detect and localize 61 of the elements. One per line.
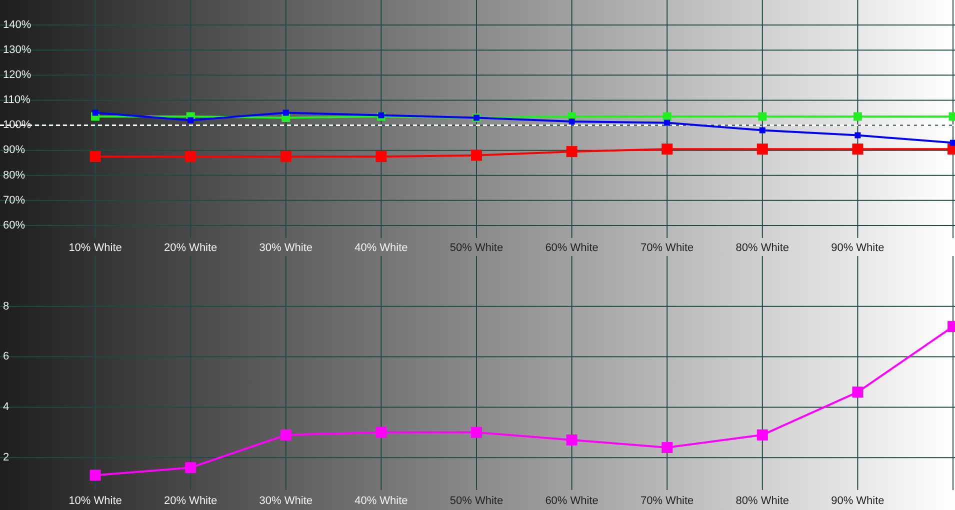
y-tick-label: 6 <box>3 350 10 363</box>
point <box>471 150 482 161</box>
point <box>188 117 194 124</box>
point <box>376 426 387 438</box>
x-tick-label: 50% White <box>450 495 504 507</box>
point <box>92 110 98 116</box>
x-tick-label: 70% White <box>640 495 694 507</box>
y-tick-label: 90% <box>3 144 26 156</box>
point <box>662 442 673 454</box>
y-tick-label: 8 <box>3 300 10 312</box>
x-tick-label: 20% White <box>164 495 218 507</box>
y-tick-label: 140% <box>3 18 32 31</box>
point <box>566 146 578 158</box>
point <box>280 429 292 440</box>
point <box>90 470 101 481</box>
point <box>664 120 670 126</box>
point <box>376 151 387 162</box>
point <box>950 140 955 146</box>
point <box>758 112 767 121</box>
x-tick-label: 30% White <box>259 495 312 507</box>
y-tick-label: 100% <box>3 119 32 132</box>
x-tick-label: 60% White <box>545 495 598 507</box>
point <box>471 426 482 438</box>
point <box>756 429 768 440</box>
y-tick-label: 70% <box>3 194 26 206</box>
point <box>90 151 101 162</box>
x-tick-label: 40% White <box>354 495 408 507</box>
point <box>756 144 768 155</box>
point <box>662 112 672 121</box>
y-tick-label: 4 <box>3 401 10 414</box>
x-tick-label: 30% White <box>259 242 312 254</box>
point <box>185 151 196 162</box>
point <box>852 386 864 398</box>
y-tick-label: 80% <box>3 169 26 182</box>
point <box>854 132 861 138</box>
x-tick-label: 80% White <box>736 242 789 254</box>
point <box>282 110 289 116</box>
x-tick-label: 10% White <box>68 495 122 507</box>
y-tick-label: 60% <box>3 219 26 232</box>
x-tick-label: 90% White <box>831 495 884 507</box>
point <box>759 127 766 134</box>
x-tick-label: 40% White <box>354 242 408 254</box>
point <box>852 144 864 155</box>
x-tick-label: 80% White <box>736 495 789 507</box>
y-tick-label: 110% <box>3 94 31 106</box>
point <box>568 118 575 125</box>
point <box>566 434 578 446</box>
point <box>280 151 292 162</box>
y-tick-label: 2 <box>3 452 10 464</box>
y-tick-label: 120% <box>3 69 32 82</box>
x-tick-label: 20% White <box>164 242 218 254</box>
point <box>853 112 862 121</box>
x-tick-label: 10% White <box>68 242 122 254</box>
point <box>378 112 384 118</box>
x-tick-label: 50% White <box>450 242 504 254</box>
point <box>185 462 196 474</box>
x-tick-label: 90% White <box>831 242 884 254</box>
y-tick-label: 130% <box>3 44 32 56</box>
x-tick-label: 70% White <box>640 242 694 254</box>
x-tick-label: 60% White <box>545 242 598 254</box>
point <box>662 144 673 155</box>
